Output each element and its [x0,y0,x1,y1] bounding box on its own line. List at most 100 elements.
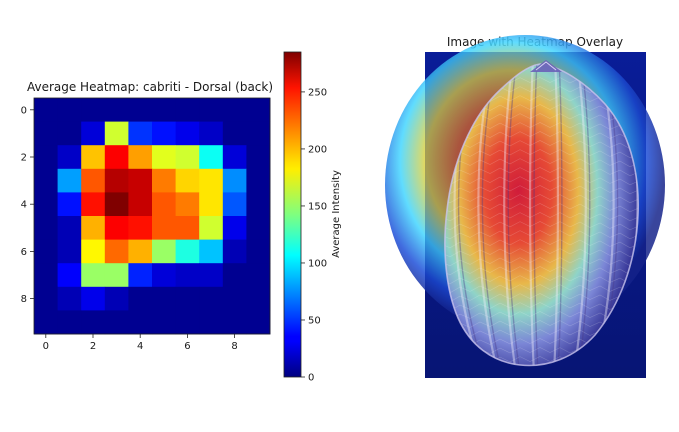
heatmap-cell [34,192,58,217]
heatmap-cell [57,310,82,335]
heatmap-cell [246,239,271,264]
heatmap-cell [152,98,176,122]
heatmap-cell [199,98,224,122]
heatmap-cell [246,168,271,193]
heatmap-cell [81,168,106,193]
heatmap-cell [57,239,82,264]
heatmap-cell [222,98,247,122]
heatmap-x-ticks: 0 2 4 6 8 [43,334,238,352]
heatmap-cell [246,192,271,217]
heatmap-cell [57,192,82,217]
heatmap-cell [81,98,106,122]
heatmap-title: Average Heatmap: cabriti - Dorsal (back) [27,80,273,94]
heatmap-cell [175,263,200,288]
heatmap-cell [222,286,247,311]
heatmap-cell [222,192,247,217]
heatmap-cell [152,121,176,146]
x-tick-label: 6 [184,341,190,352]
x-tick-label: 2 [90,341,96,352]
colorbar-label: Average Intensity [331,170,342,258]
heatmap-cell [81,310,106,335]
heatmap-cell [175,98,200,122]
heatmap-cell [34,310,58,335]
heatmap-cell [104,263,129,288]
heatmap-frame [33,97,271,335]
overlay-image [385,35,665,378]
heatmap-cell [222,168,247,193]
heatmap-cell [128,310,153,335]
heatmap-cell [81,263,106,288]
colorbar-frame [283,51,302,378]
colorbar [284,52,301,377]
heatmap-cell [34,168,58,193]
colorbar-tick-label: 200 [308,144,327,155]
heatmap-cell [81,192,106,217]
heatmap-cell [199,168,224,193]
y-tick-label: 8 [21,294,27,305]
heatmap-cell [199,145,224,170]
heatmap-cells [34,98,271,335]
heatmap-cell [104,239,129,264]
heatmap-cell [199,239,224,264]
heatmap-cell [222,216,247,240]
heatmap-cell [199,286,224,311]
heatmap-cell [175,192,200,217]
heatmap-cell [128,286,153,311]
heatmap-cell [152,216,176,240]
heatmap-cell [128,263,153,288]
x-tick-label: 0 [43,341,49,352]
y-tick-label: 0 [21,105,27,116]
heatmap-cell [128,121,153,146]
heatmap-cell [81,239,106,264]
heatmap-cell [57,286,82,311]
heatmap-cell [246,121,271,146]
heatmap-y-ticks: 0 2 4 6 8 [21,105,34,305]
heatmap-cell [57,98,82,122]
x-tick-label: 8 [231,341,237,352]
heatmap-cell [57,121,82,146]
colorbar-tick-label: 250 [308,87,327,98]
heatmap-cell [81,286,106,311]
heatmap-cell [34,239,58,264]
colorbar-tick-label: 50 [308,315,321,326]
heatmap-cell [246,286,271,311]
heatmap-cell [34,263,58,288]
heatmap-cell [104,121,129,146]
heatmap-cell [199,216,224,240]
heatmap-cell [175,216,200,240]
heatmap-cell [57,145,82,170]
heatmap-cell [104,192,129,217]
heatmap-cell [57,168,82,193]
heatmap-cell [199,263,224,288]
heatmap-cell [57,263,82,288]
heatmap-cell [152,168,176,193]
heatmap-cell [175,286,200,311]
colorbar-tick-label: 100 [308,258,327,269]
heatmap-cell [128,98,153,122]
heatmap-cell [175,239,200,264]
heatmap-cell [152,286,176,311]
heatmap-cell [175,168,200,193]
heatmap-cell [104,168,129,193]
heatmap-cell [34,145,58,170]
heatmap-cell [222,310,247,335]
heatmap-cell [104,310,129,335]
heatmap-cell [104,216,129,240]
heatmap-cell [104,145,129,170]
heatmap-cell [128,239,153,264]
heatmap-cell [175,121,200,146]
heatmap-cell [128,168,153,193]
heatmap-cell [246,310,271,335]
heatmap-cell [104,98,129,122]
heatmap-cell [81,121,106,146]
heatmap-cell [199,121,224,146]
colorbar-tick-label: 150 [308,201,327,212]
heatmap-cell [222,145,247,170]
y-tick-label: 2 [21,153,27,164]
heatmap-cell [152,145,176,170]
heatmap-cell [246,263,271,288]
heatmap-cell [152,239,176,264]
heatmap-cell [34,286,58,311]
heatmap-cell [81,145,106,170]
y-tick-label: 4 [21,200,27,211]
